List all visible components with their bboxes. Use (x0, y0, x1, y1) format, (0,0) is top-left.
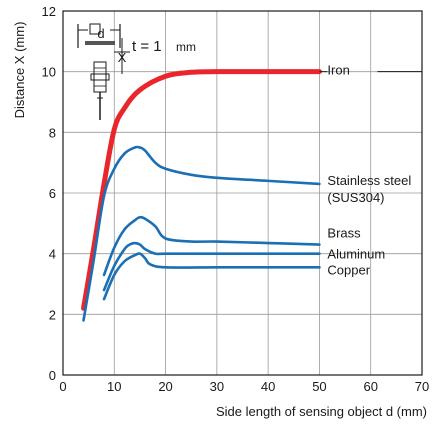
x-tick-label: 40 (261, 379, 275, 394)
tick-labels: 0 10 20 30 40 50 60 70 2 4 6 8 10 12 0 (42, 4, 430, 394)
y-axis-title: Distance X (mm) (12, 22, 27, 119)
x-axis-title: Side length of sensing object d (mm) (216, 404, 427, 419)
inset-d-label: d (97, 26, 104, 41)
thickness-unit: mm (176, 40, 196, 54)
thickness-label: t = 1 (132, 38, 162, 55)
x-tick-label: 30 (210, 379, 224, 394)
series-label-brass: Brass (327, 226, 361, 241)
y-tick-label: 8 (49, 125, 56, 140)
axes (62, 10, 423, 376)
y-tick-label: 0 (49, 368, 56, 383)
y-tick-label: 4 (49, 247, 56, 262)
series-line-iron (81, 69, 322, 311)
series-lines (81, 69, 322, 322)
series-label-copper: Copper (327, 262, 370, 277)
x-tick-label: 70 (415, 379, 429, 394)
series-label-iron: Iron (327, 63, 349, 78)
series-label-aluminum: Aluminum (327, 247, 385, 262)
series-labels: Iron Stainless steel (SUS304) Brass Aluminum… (319, 63, 422, 277)
y-tick-label: 12 (42, 4, 56, 19)
y-tick-label: 10 (42, 65, 56, 80)
x-tick-label: 60 (363, 379, 377, 394)
x-tick-label: 50 (312, 379, 326, 394)
sensor-diagram-icon (77, 23, 130, 120)
series-line-copper (102, 252, 321, 301)
series-line-aluminum (102, 241, 321, 292)
x-tick-label: 0 (59, 379, 66, 394)
series-line-brass (102, 215, 321, 277)
x-tick-label: 10 (107, 379, 121, 394)
inset-x-label: X (118, 50, 127, 65)
x-tick-label: 20 (158, 379, 172, 394)
series-line-stainless-steel (82, 145, 321, 322)
series-label-stainless-steel: Stainless steel (SUS304) (327, 173, 411, 205)
plot-frame (62, 10, 423, 376)
y-tick-label: 2 (49, 307, 56, 322)
y-tick-label: 6 (49, 186, 56, 201)
